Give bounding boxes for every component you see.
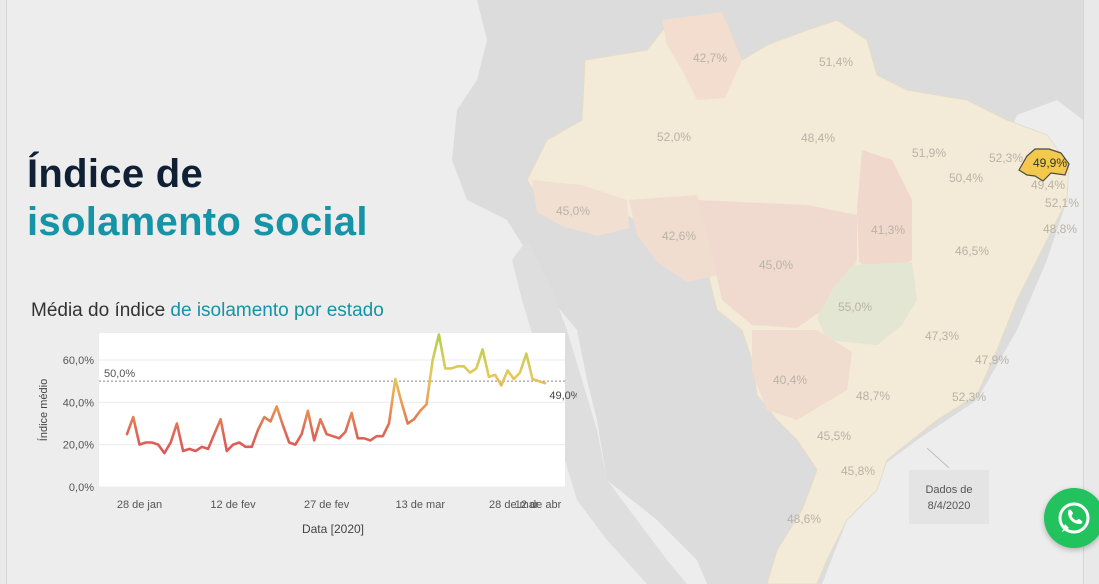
state-ms[interactable] xyxy=(752,330,852,420)
region-sc-label: 45,8% xyxy=(841,464,875,478)
x-tick-label: 28 de mar xyxy=(489,499,539,511)
brazil-map[interactable]: 42,7% 51,4% 52,0% 48,4% 51,9% 52,3% 49,9% 50,4%… xyxy=(7,0,1083,584)
x-tick-label: 28 de jan xyxy=(117,499,162,511)
region-rs-label: 48,6% xyxy=(787,512,821,526)
region-es-label: 47,9% xyxy=(975,353,1009,367)
region-rj-label: 52,3% xyxy=(952,390,986,404)
whatsapp-button[interactable] xyxy=(1044,488,1099,548)
state-ac[interactable] xyxy=(532,180,629,236)
region-ro-label: 42,6% xyxy=(662,229,696,243)
region-ma-label: 51,9% xyxy=(912,146,946,160)
y-axis-label: Índice médio xyxy=(37,379,50,441)
page-title: Índice de isolamento social xyxy=(27,150,368,246)
x-tick-label: 12 de fev xyxy=(210,499,256,511)
whatsapp-icon xyxy=(1058,502,1090,534)
region-al-label: 48,8% xyxy=(1043,222,1077,236)
region-sp-label: 48,7% xyxy=(856,389,890,403)
chart-subtitle: Média do índice de isolamento por estado xyxy=(31,300,384,322)
isolation-line-chart[interactable]: 0,0% 20,0% 40,0% 60,0% 28 de jan 12 de fev 27 … xyxy=(7,325,577,555)
reference-line-label: 50,0% xyxy=(104,368,135,380)
region-pa-label: 48,4% xyxy=(801,131,835,145)
note-leader-line xyxy=(926,447,950,469)
region-am-label: 52,0% xyxy=(657,130,691,144)
region-pe-label: 52,1% xyxy=(1045,196,1079,210)
x-tick-label: 27 de fev xyxy=(304,499,350,511)
region-ba-label: 46,5% xyxy=(955,244,989,258)
region-pr-label: 45,5% xyxy=(817,429,851,443)
region-to-label: 41,3% xyxy=(871,223,905,237)
region-ms-label: 40,4% xyxy=(773,373,807,387)
subtitle-highlight: de isolamento por estado xyxy=(170,300,384,321)
region-ac-label: 45,0% xyxy=(556,204,590,218)
series-line[interactable] xyxy=(125,333,547,455)
region-go-label: 55,0% xyxy=(838,300,872,314)
dashboard-panel: 42,7% 51,4% 52,0% 48,4% 51,9% 52,3% 49,9% 50,4%… xyxy=(6,0,1084,584)
region-rn-label: 49,9% xyxy=(1033,156,1067,170)
last-value-label: 49,0% xyxy=(549,390,577,402)
x-tick-label: 12 de abr xyxy=(515,499,562,511)
y-tick-label: 0,0% xyxy=(69,482,94,494)
state-to[interactable] xyxy=(857,150,912,275)
region-mg-label: 47,3% xyxy=(925,329,959,343)
region-pb-label: 49,4% xyxy=(1031,178,1065,192)
title-line-1: Índice de xyxy=(27,152,204,196)
title-line-2: isolamento social xyxy=(27,200,368,244)
state-ap[interactable] xyxy=(662,12,742,100)
region-mt-label: 45,0% xyxy=(759,258,793,272)
subtitle-prefix: Média do índice xyxy=(31,300,171,321)
x-tick-label: 13 de mar xyxy=(395,499,445,511)
data-date-note: Dados de 8/4/2020 xyxy=(909,470,989,524)
y-tick-label: 60,0% xyxy=(63,355,94,367)
state-ro[interactable] xyxy=(629,195,719,282)
note-line-1: Dados de xyxy=(925,484,973,496)
region-ce-label: 52,3% xyxy=(989,151,1023,165)
state-rn-highlight[interactable] xyxy=(1018,148,1070,182)
region-rr-pa-north-label: 51,4% xyxy=(819,55,853,69)
chart-plot-area xyxy=(99,333,565,487)
note-line-2: 8/4/2020 xyxy=(927,500,971,512)
region-ap-label: 42,7% xyxy=(693,51,727,65)
state-go[interactable] xyxy=(817,262,917,345)
y-tick-label: 20,0% xyxy=(63,440,94,452)
y-tick-label: 40,0% xyxy=(63,397,94,409)
region-pi-label: 50,4% xyxy=(949,171,983,185)
state-mt[interactable] xyxy=(697,200,857,328)
x-axis-label: Data [2020] xyxy=(302,522,364,536)
pacific-coast-strip xyxy=(512,240,687,584)
